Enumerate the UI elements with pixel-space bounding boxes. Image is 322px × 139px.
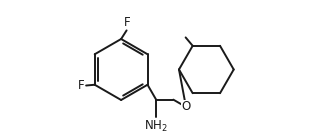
Text: F: F bbox=[124, 16, 131, 29]
Text: NH$_2$: NH$_2$ bbox=[144, 119, 168, 134]
Text: F: F bbox=[78, 79, 85, 92]
Text: O: O bbox=[181, 100, 191, 113]
